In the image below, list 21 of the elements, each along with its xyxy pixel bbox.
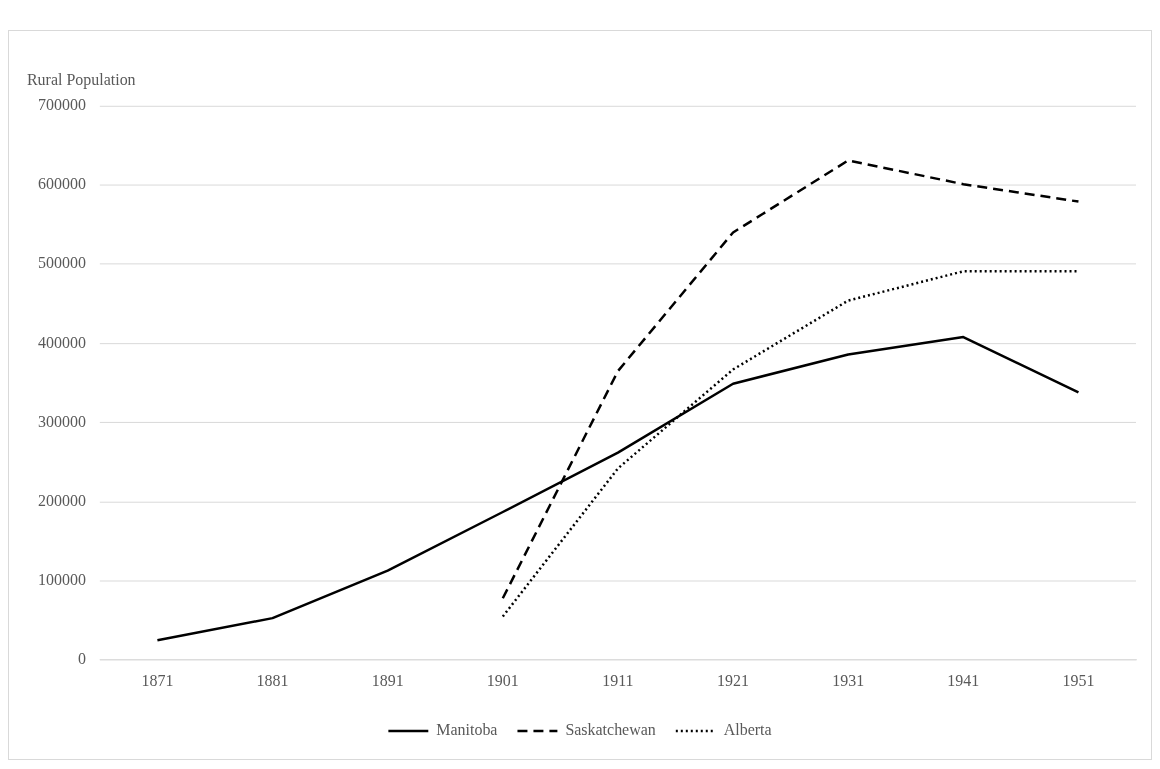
y-tick-label: 400000 xyxy=(37,333,86,351)
legend-label: Manitoba xyxy=(436,721,498,739)
y-tick-label: 300000 xyxy=(37,412,86,430)
x-tick-label: 1921 xyxy=(717,671,750,689)
x-tick-label: 1931 xyxy=(832,671,865,689)
y-tick-label: 200000 xyxy=(37,491,86,509)
y-tick-label: 700000 xyxy=(37,95,86,113)
x-tick-label: 1941 xyxy=(947,671,980,689)
x-tick-label: 1871 xyxy=(141,671,174,689)
x-tick-label: 1891 xyxy=(371,671,404,689)
x-tick-label: 1951 xyxy=(1062,671,1095,689)
legend-label: Saskatchewan xyxy=(565,721,656,739)
x-tick-label: 1911 xyxy=(602,671,634,689)
x-tick-label: 1901 xyxy=(486,671,519,689)
y-tick-label: 0 xyxy=(77,650,86,668)
legend-label: Alberta xyxy=(723,721,772,739)
y-axis-title: Rural Population xyxy=(26,71,136,90)
y-tick-label: 600000 xyxy=(37,175,86,193)
y-tick-label: 500000 xyxy=(37,254,86,272)
y-tick-label: 100000 xyxy=(37,571,86,589)
x-tick-label: 1881 xyxy=(256,671,289,689)
